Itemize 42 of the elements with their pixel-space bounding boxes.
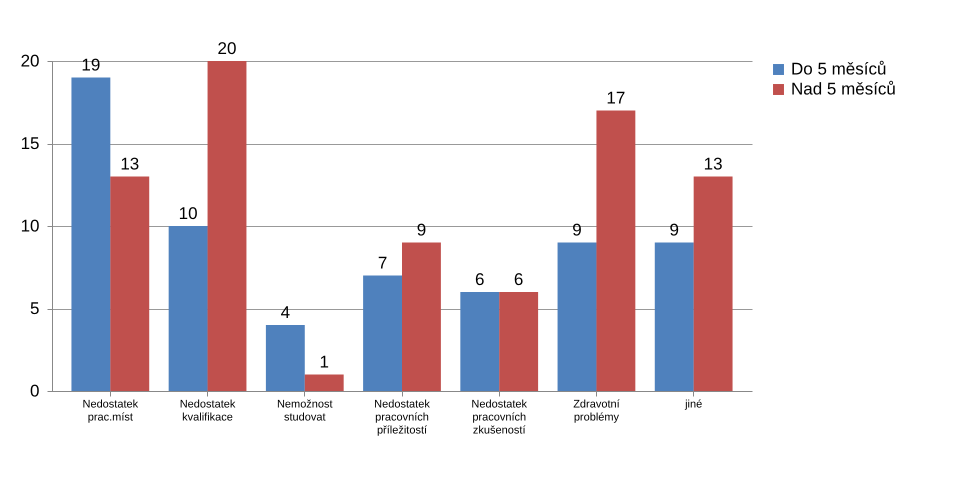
bar [596, 110, 636, 391]
data-label: 19 [81, 56, 100, 74]
y-tick-label: 5 [30, 299, 40, 318]
data-label: 9 [416, 220, 426, 240]
bar [499, 292, 538, 391]
data-label: 10 [178, 204, 198, 223]
x-tick-label: Nemožnost studovat [276, 398, 333, 424]
bar [558, 242, 596, 391]
bar [363, 276, 402, 391]
data-label: 1 [319, 352, 329, 372]
bar [460, 292, 500, 391]
x-tick-label: Nedostatek kvalifikace [180, 398, 236, 424]
data-label: 13 [704, 154, 723, 174]
y-tick-label: 15 [20, 134, 40, 153]
data-label: 13 [120, 154, 140, 174]
data-label: 17 [606, 88, 626, 108]
bar [402, 242, 441, 391]
bar [654, 242, 694, 391]
x-tick-label: Zdravotní problémy [573, 398, 621, 424]
data-label: 20 [218, 39, 236, 58]
bar [304, 374, 344, 391]
x-tick-label: Nedostatek pracovních příležitostí [374, 398, 430, 436]
data-label: 7 [378, 254, 388, 272]
x-tick-label: Nedostatek prac.míst [82, 398, 139, 424]
y-tick-label: 10 [20, 216, 40, 236]
bar [208, 61, 246, 391]
data-label: 9 [669, 220, 679, 240]
x-tick-label: Nedostatek pracovních zkušeností [471, 398, 528, 436]
x-tick-label: jiné [684, 398, 702, 410]
data-label: 4 [280, 303, 290, 322]
bar [71, 78, 110, 391]
y-tick-label: 0 [30, 382, 40, 400]
bar [266, 325, 305, 391]
data-label: 6 [514, 270, 524, 289]
data-label: 6 [475, 270, 485, 289]
y-tick-label: 20 [20, 52, 40, 70]
bar [694, 176, 733, 391]
data-label: 9 [572, 220, 582, 240]
bar [110, 176, 150, 391]
legend-label: Nad 5 měsíců [791, 80, 896, 98]
legend-label: Do 5 měsíců [791, 60, 886, 78]
bar [168, 226, 208, 391]
